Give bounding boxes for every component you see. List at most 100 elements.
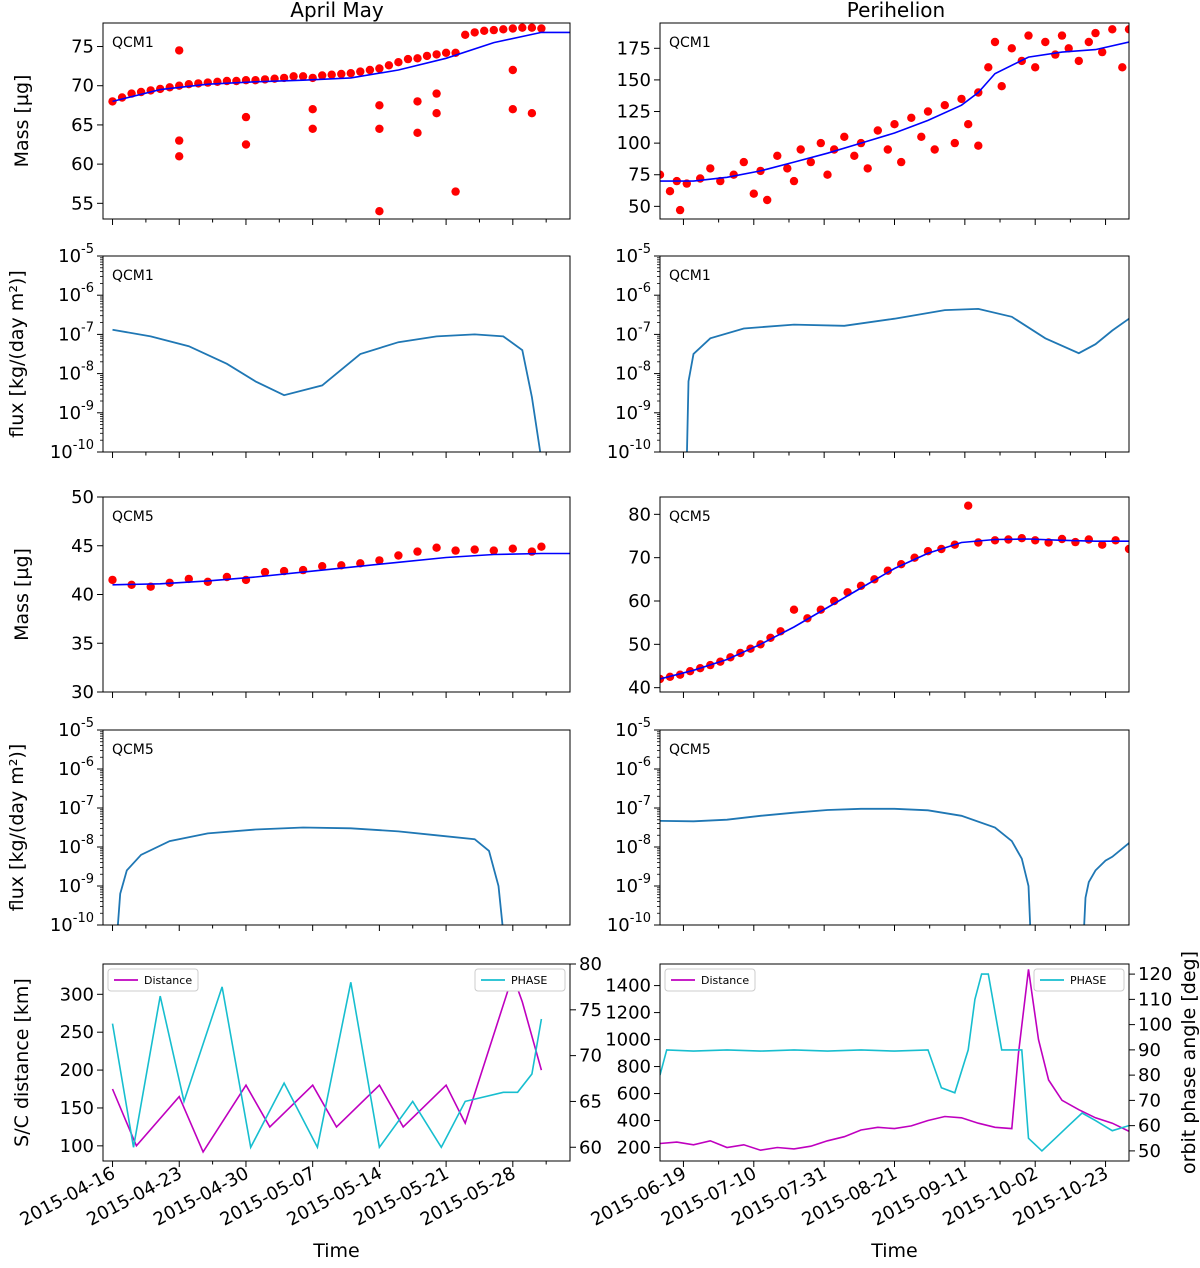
data-point bbox=[403, 54, 413, 64]
data-point bbox=[806, 157, 815, 167]
y-tick-label: 60 bbox=[628, 591, 651, 612]
data-point bbox=[356, 67, 365, 76]
data-point bbox=[203, 78, 212, 87]
plot-area bbox=[660, 807, 1129, 925]
chart-panel-2: 30 35 40 45 50 Mass [µg] QCM5 bbox=[11, 487, 571, 703]
data-point bbox=[883, 145, 892, 154]
tick-base: 10 bbox=[58, 364, 81, 385]
plot-area bbox=[111, 972, 543, 1154]
tick-base: 10 bbox=[58, 324, 81, 345]
tick-base: 10 bbox=[607, 442, 630, 463]
data-point bbox=[1007, 44, 1016, 53]
tick-exponent: -7 bbox=[81, 794, 94, 809]
series-line-distance bbox=[660, 969, 1129, 1152]
tick-exponent: -8 bbox=[81, 833, 94, 848]
y-tick-label: 60 bbox=[71, 154, 94, 175]
data-point bbox=[375, 64, 384, 73]
data-point bbox=[796, 145, 805, 154]
data-point bbox=[394, 58, 403, 67]
panel-frame bbox=[102, 22, 571, 220]
panel-frame bbox=[102, 729, 571, 926]
data-point bbox=[789, 605, 799, 614]
tick-base: 10 bbox=[58, 798, 81, 819]
tick-base: 10 bbox=[615, 798, 638, 819]
panel-frame bbox=[659, 729, 1130, 926]
y-right-tick-label: 110 bbox=[1138, 989, 1172, 1010]
data-point bbox=[974, 141, 983, 150]
tick-base: 10 bbox=[58, 403, 81, 424]
y-right-tick-label: 60 bbox=[1138, 1116, 1161, 1137]
y-tick-label: 10-5 bbox=[615, 242, 651, 267]
data-point bbox=[789, 176, 799, 186]
data-point bbox=[365, 65, 375, 75]
flux-line bbox=[660, 807, 1032, 925]
data-point bbox=[1124, 25, 1129, 34]
tick-exponent: -5 bbox=[638, 716, 651, 731]
y-right-tick-label: 70 bbox=[579, 1046, 602, 1067]
data-point bbox=[964, 501, 973, 510]
y-tick-label: 40 bbox=[628, 678, 651, 699]
flux-line bbox=[116, 826, 504, 925]
y-tick-label: 150 bbox=[617, 70, 651, 91]
data-point bbox=[957, 94, 966, 104]
y-tick-label: 45 bbox=[71, 536, 94, 557]
legend-distance: Distance bbox=[107, 968, 199, 992]
y-right-tick-label: 120 bbox=[1138, 964, 1172, 985]
tick-base: 10 bbox=[58, 720, 81, 741]
flux-line bbox=[1083, 842, 1129, 925]
data-point bbox=[660, 170, 665, 179]
tick-exponent: -5 bbox=[638, 242, 651, 257]
tick-base: 10 bbox=[615, 720, 638, 741]
fit-line bbox=[112, 552, 570, 586]
tick-base: 10 bbox=[58, 876, 81, 897]
legend-box bbox=[664, 968, 756, 992]
data-point bbox=[413, 128, 422, 137]
series-line-distance bbox=[111, 972, 543, 1154]
data-point bbox=[413, 547, 422, 556]
tick-base: 10 bbox=[58, 837, 81, 858]
tick-base: 10 bbox=[615, 837, 638, 858]
data-point bbox=[1084, 37, 1094, 47]
legend-label: PHASE bbox=[1070, 974, 1106, 987]
panel-frame bbox=[102, 963, 571, 1162]
y-tick-label: 10-8 bbox=[58, 833, 94, 858]
y-axis-title: S/C distance [km] bbox=[11, 978, 33, 1147]
y-tick-label: 10-7 bbox=[615, 320, 651, 345]
tick-exponent: -6 bbox=[81, 281, 94, 296]
data-point bbox=[508, 24, 517, 33]
y-tick-label: 80 bbox=[628, 504, 651, 525]
tick-base: 10 bbox=[615, 403, 638, 424]
tick-exponent: -9 bbox=[638, 872, 651, 887]
data-point bbox=[823, 170, 832, 179]
data-point bbox=[213, 77, 222, 87]
data-point bbox=[175, 46, 184, 55]
data-point bbox=[298, 72, 308, 81]
tick-exponent: -10 bbox=[630, 911, 651, 926]
data-point bbox=[470, 545, 479, 554]
legend-box bbox=[107, 968, 199, 992]
y-tick-label: 75 bbox=[628, 165, 651, 186]
plot-area bbox=[660, 25, 1129, 215]
panel-label: QCM1 bbox=[112, 268, 154, 284]
y-tick-label: 175 bbox=[617, 38, 651, 59]
tick-base: 10 bbox=[615, 364, 638, 385]
panel-frame bbox=[659, 255, 1130, 453]
plot-area bbox=[660, 501, 1129, 684]
data-point bbox=[974, 538, 983, 547]
data-point bbox=[1098, 540, 1107, 549]
data-point bbox=[1074, 56, 1084, 66]
y-tick-label: 10-6 bbox=[615, 281, 651, 306]
y-tick-label: 200 bbox=[617, 1138, 651, 1159]
data-point bbox=[1098, 47, 1107, 57]
data-point bbox=[337, 69, 346, 79]
data-point bbox=[499, 25, 508, 34]
data-point bbox=[451, 546, 460, 555]
panel-frame bbox=[102, 496, 571, 693]
y-axis-title: Mass [µg] bbox=[11, 75, 33, 168]
data-point bbox=[508, 105, 517, 114]
y-tick-label: 1000 bbox=[605, 1030, 651, 1051]
tick-base: 10 bbox=[615, 759, 638, 780]
